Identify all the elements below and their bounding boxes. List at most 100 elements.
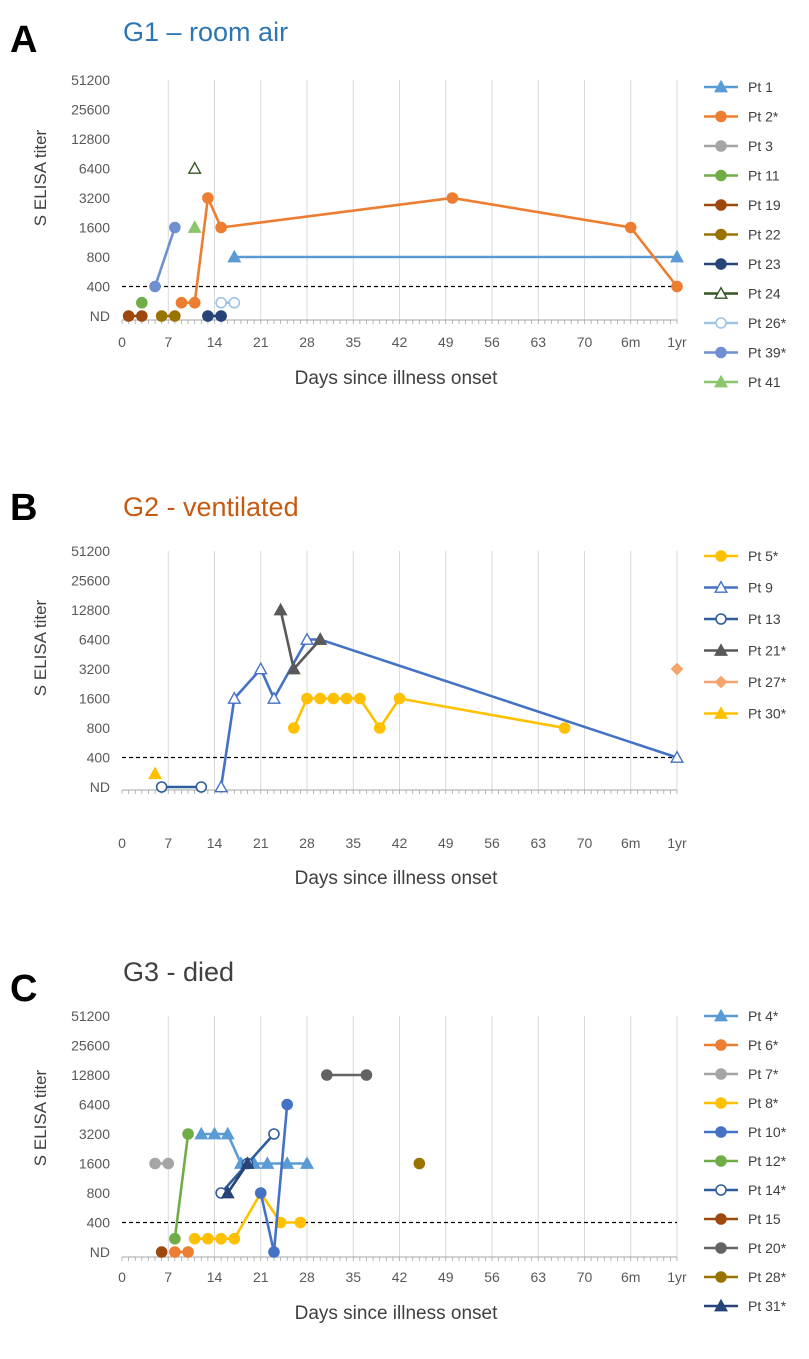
series-pt-2 — [175, 192, 683, 309]
data-point — [215, 296, 227, 309]
series-line — [194, 1190, 301, 1241]
series-pt-22 — [155, 310, 181, 322]
y-tick-label: 1600 — [79, 1156, 110, 1172]
series-pt-39 — [149, 221, 181, 293]
x-tick-label: 63 — [530, 334, 546, 350]
data-point — [227, 249, 242, 263]
data-point — [624, 221, 637, 234]
data-point — [214, 779, 229, 793]
legend-marker — [714, 286, 728, 299]
legend-marker — [715, 613, 727, 625]
x-tick-label: 0 — [118, 334, 126, 350]
x-tick-label: 35 — [345, 334, 361, 350]
data-point — [187, 161, 202, 174]
legend-marker — [715, 550, 727, 562]
legend-marker — [715, 346, 727, 359]
data-point — [354, 692, 366, 705]
x-tick-label: 0 — [118, 835, 126, 851]
legend-marker — [715, 199, 727, 211]
data-point — [187, 220, 202, 233]
x-tick-label: 49 — [438, 835, 454, 851]
series-pt-13 — [155, 781, 208, 793]
series-pt-31 — [220, 1156, 255, 1199]
x-tick-label: 14 — [207, 835, 223, 851]
series-pt-4 — [194, 1126, 314, 1169]
legend-label: Pt 8* — [748, 1095, 779, 1111]
legend: Pt 4* Pt 6* Pt 7* Pt 8* Pt 10* Pt 12* Pt 14* Pt… — [704, 1008, 787, 1314]
legend-label: Pt 4* — [748, 1008, 779, 1024]
legend-marker — [715, 1039, 727, 1051]
x-tick-label: 42 — [392, 1269, 408, 1285]
x-tick-label: 6m — [621, 1269, 640, 1285]
y-axis-label: S ELISA titer — [31, 1069, 50, 1166]
data-point — [373, 722, 386, 734]
data-point — [340, 692, 353, 705]
legend-label: Pt 5* — [748, 548, 779, 564]
y-tick-label: 51200 — [71, 72, 110, 88]
legend-marker — [715, 140, 727, 152]
data-point — [268, 1128, 280, 1140]
data-point — [670, 249, 684, 263]
data-point — [281, 1098, 293, 1111]
x-tick-label: 28 — [299, 334, 315, 350]
x-axis-label: Days since illness onset — [295, 368, 498, 389]
legend-marker — [714, 374, 728, 388]
data-point — [240, 1156, 255, 1169]
data-point — [280, 1156, 295, 1169]
data-point — [215, 221, 227, 234]
y-tick-label: 51200 — [71, 1008, 110, 1024]
series-pt-21 — [273, 602, 328, 675]
data-point — [227, 691, 242, 704]
legend-marker — [715, 1242, 727, 1254]
data-point — [300, 632, 314, 645]
data-point — [182, 1246, 194, 1258]
data-point — [215, 1232, 227, 1245]
y-tick-label: 12800 — [71, 1067, 110, 1083]
y-tick-label: 400 — [87, 279, 111, 295]
data-point — [286, 661, 301, 675]
x-tick-label: 14 — [207, 1269, 223, 1285]
data-point — [188, 1232, 201, 1245]
series-pt-20 — [321, 1069, 373, 1081]
legend-label: Pt 12* — [748, 1153, 787, 1169]
x-tick-label: 0 — [118, 1269, 126, 1285]
y-tick-label: 6400 — [79, 161, 110, 177]
legend-label: Pt 24 — [748, 286, 781, 302]
series-pt-5 — [287, 692, 571, 734]
series-pt-30 — [148, 766, 163, 780]
legend-marker — [714, 580, 728, 593]
data-point — [149, 1157, 161, 1170]
x-tick-label: 14 — [207, 334, 223, 350]
data-point — [314, 692, 327, 705]
legend-marker — [715, 169, 727, 182]
series-pt-7 — [149, 1157, 175, 1170]
y-tick-label: 25600 — [71, 102, 110, 118]
data-point — [155, 310, 168, 322]
data-point — [220, 1185, 235, 1199]
x-tick-label: 49 — [438, 1269, 454, 1285]
data-point — [671, 280, 683, 293]
legend-marker — [714, 79, 728, 93]
panel-b: B G2 - ventilated 0 7 14 21 28 35 42 49 56 63 70 6m 1y… — [10, 487, 787, 889]
data-point — [155, 781, 168, 793]
panel-letter: C — [10, 968, 37, 1010]
y-tick-label: ND — [90, 1244, 110, 1260]
x-tick-label: 6m — [621, 334, 640, 350]
y-tick-label: 400 — [87, 750, 111, 766]
series-pt-23 — [202, 310, 227, 322]
legend-label: Pt 7* — [748, 1066, 779, 1082]
data-point — [122, 310, 135, 322]
data-point — [207, 1126, 222, 1140]
legend-label: Pt 2* — [748, 109, 779, 125]
legend-label: Pt 9 — [748, 580, 773, 596]
data-point — [446, 192, 459, 204]
x-tick-label: 56 — [484, 334, 500, 350]
x-tick-label: 1yr — [667, 835, 687, 851]
data-point — [273, 602, 288, 616]
y-tick-label: 6400 — [79, 632, 110, 648]
data-point — [301, 692, 313, 705]
data-point — [148, 766, 163, 780]
legend: Pt 1 Pt 2* Pt 3 Pt 11 Pt 19 Pt 22 Pt 23 Pt 24 Pt… — [704, 79, 787, 390]
x-tick-label: 49 — [438, 334, 454, 350]
legend-marker — [715, 1155, 727, 1167]
